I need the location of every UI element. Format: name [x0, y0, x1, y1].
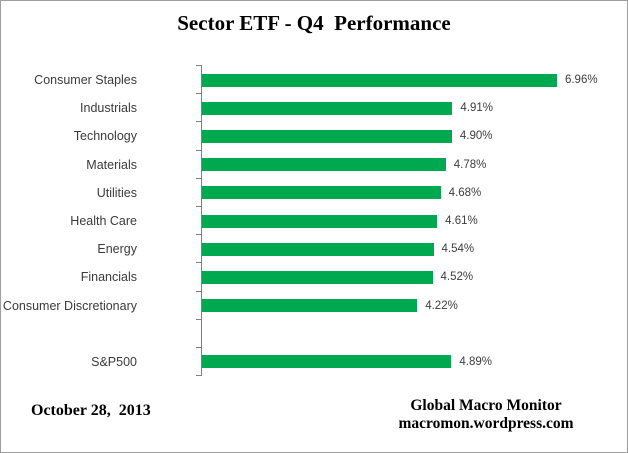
bar [202, 101, 453, 115]
chart-row: Financials 4.52% [1, 262, 627, 292]
bar [202, 355, 452, 369]
chart-row: Technology 4.90% [1, 121, 627, 151]
category-label: Consumer Staples [34, 73, 137, 88]
category-label: Financials [80, 270, 137, 285]
bar [202, 158, 446, 172]
category-label: Consumer Discretionary [2, 298, 137, 313]
category-label: Industrials [80, 101, 137, 116]
category-label: Health Care [70, 214, 137, 229]
bar-cell [196, 318, 627, 348]
footer-brand: Global Macro Monitor macromon.wordpress.… [366, 397, 606, 433]
footer-brand-name: Global Macro Monitor [410, 397, 562, 414]
bar [202, 186, 441, 200]
value-label: 4.89% [459, 355, 492, 368]
bar-cell: 4.90% [196, 121, 627, 151]
chart-rows: Consumer Staples 6.96% Industrials 4.91% Tec… [1, 64, 627, 377]
chart-row: S&P500 4.89% [1, 346, 627, 377]
bar-cell: 4.91% [196, 93, 627, 123]
footer-date: October 28, 2013 [31, 402, 151, 419]
chart-row: Health Care 4.61% [1, 205, 627, 236]
bar-cell: 4.52% [196, 262, 627, 292]
chart-row [1, 318, 627, 348]
category-label: Materials [86, 157, 137, 172]
bar-cell: 6.96% [196, 64, 627, 95]
bar-cell: 4.78% [196, 149, 627, 179]
bar-cell: 4.54% [196, 234, 627, 264]
bar [202, 299, 418, 313]
bar [202, 214, 438, 228]
category-label: Energy [97, 242, 137, 257]
chart-title: Sector ETF - Q4 Performance [177, 11, 451, 35]
value-label: 4.61% [445, 215, 478, 228]
chart-row: Industrials 4.91% [1, 93, 627, 123]
category-label: Utilities [96, 185, 137, 200]
bar [202, 73, 557, 87]
value-label: 4.54% [441, 243, 475, 256]
bar-cell: 4.22% [196, 290, 627, 320]
category-label: S&P500 [91, 354, 137, 369]
value-label: 4.52% [440, 271, 474, 284]
value-label: 4.90% [459, 130, 493, 143]
category-label: Technology [73, 129, 137, 144]
bar [202, 129, 452, 143]
value-label: 4.22% [425, 299, 458, 312]
bar-cell: 4.89% [196, 346, 627, 377]
chart-row: Utilities 4.68% [1, 177, 627, 207]
value-label: 4.78% [453, 158, 487, 171]
bar [202, 242, 434, 256]
chart-row: Energy 4.54% [1, 234, 627, 264]
bar-cell: 4.68% [196, 177, 627, 207]
value-label: 6.96% [564, 74, 598, 87]
chart-row: Consumer Staples 6.96% [1, 64, 627, 95]
chart-row: Consumer Discretionary 4.22% [1, 290, 627, 320]
footer-brand-url: macromon.wordpress.com [398, 415, 574, 432]
bar-cell: 4.61% [196, 205, 627, 236]
bar [202, 270, 433, 284]
chart-row: Materials 4.78% [1, 149, 627, 179]
value-label: 4.91% [460, 102, 494, 115]
value-label: 4.68% [448, 186, 482, 199]
